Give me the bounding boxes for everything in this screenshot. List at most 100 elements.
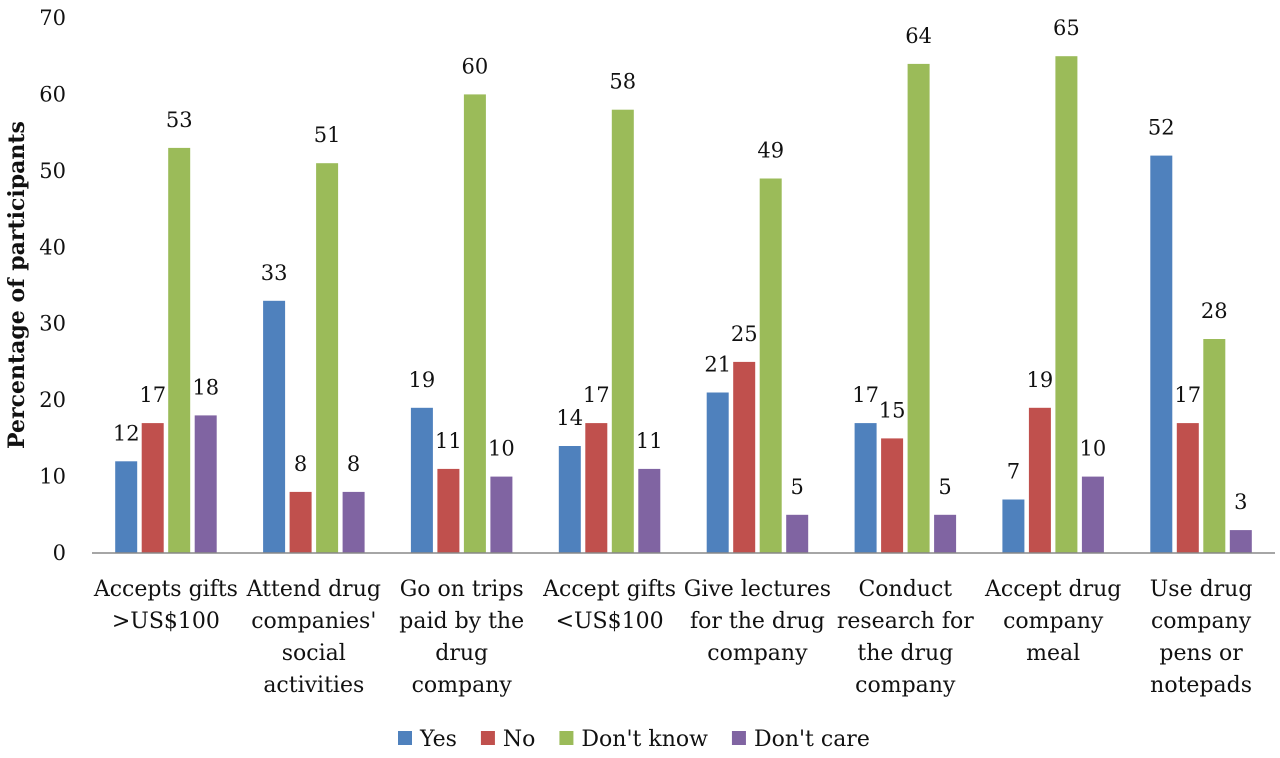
category-label: Use drug company pens or notepads bbox=[1150, 577, 1253, 698]
data-label: 18 bbox=[192, 375, 219, 399]
bar bbox=[263, 300, 286, 553]
data-label: 17 bbox=[1174, 383, 1201, 407]
legend-swatch bbox=[731, 731, 746, 745]
bar bbox=[1203, 339, 1226, 553]
y-tick-label: 10 bbox=[39, 465, 66, 489]
legend-label: Don't know bbox=[581, 727, 708, 752]
bar bbox=[786, 514, 809, 553]
y-tick-label: 0 bbox=[53, 541, 66, 565]
legend-label: No bbox=[503, 727, 536, 752]
data-label: 58 bbox=[609, 70, 636, 94]
category-label: Conduct research for the drug company bbox=[837, 577, 974, 698]
bar bbox=[490, 476, 513, 553]
data-label: 14 bbox=[556, 406, 583, 430]
data-label: 17 bbox=[852, 383, 879, 407]
bar bbox=[1002, 499, 1025, 553]
data-label: 52 bbox=[1148, 116, 1175, 140]
bar bbox=[585, 423, 608, 553]
data-label: 25 bbox=[731, 322, 758, 346]
bar bbox=[759, 178, 782, 553]
y-tick-label: 20 bbox=[39, 388, 66, 412]
category-label-line: Accept drug bbox=[984, 577, 1121, 602]
category-label-line: Accept gifts bbox=[542, 577, 676, 602]
legend-label: Yes bbox=[419, 727, 457, 752]
bar bbox=[289, 491, 312, 553]
category-label: Accept drug company meal bbox=[984, 577, 1121, 666]
data-label: 11 bbox=[636, 429, 663, 453]
legend-swatch bbox=[559, 731, 574, 745]
category-label-line: meal bbox=[1026, 641, 1080, 666]
bar bbox=[115, 461, 138, 553]
data-label: 28 bbox=[1201, 299, 1228, 323]
category-label: Attend drug companies' social activities bbox=[246, 577, 381, 698]
y-axis-title: Percentage of participants bbox=[4, 121, 30, 449]
data-label: 3 bbox=[1234, 490, 1247, 514]
bar bbox=[611, 109, 634, 553]
y-tick-label: 70 bbox=[39, 6, 66, 30]
category-label-line: for the drug bbox=[690, 609, 825, 634]
bar bbox=[907, 63, 930, 554]
bar bbox=[1028, 407, 1051, 553]
bar bbox=[410, 407, 433, 553]
data-label: 19 bbox=[409, 368, 436, 392]
bar bbox=[1081, 476, 1104, 553]
data-label: 21 bbox=[704, 353, 731, 377]
category-label-line: company bbox=[855, 673, 956, 698]
y-tick-label: 60 bbox=[39, 82, 66, 106]
bars bbox=[115, 56, 1252, 554]
category-label-line: drug bbox=[435, 641, 488, 666]
data-label: 12 bbox=[113, 421, 140, 445]
category-label-line: research for bbox=[837, 609, 974, 634]
category-labels: Accepts gifts >US$100 Attend drug companies… bbox=[93, 577, 1253, 698]
bar bbox=[881, 438, 904, 553]
category-label-line: companies' bbox=[251, 609, 376, 634]
bar bbox=[733, 361, 756, 553]
category-label-line: social bbox=[282, 641, 346, 666]
category-label-line: Give lectures bbox=[684, 577, 831, 602]
category-label-line: pens or bbox=[1159, 641, 1243, 666]
y-tick-label: 50 bbox=[39, 159, 66, 183]
y-tick-label: 40 bbox=[39, 235, 66, 259]
data-label: 10 bbox=[1080, 437, 1107, 461]
category-label-line: >US$100 bbox=[112, 609, 220, 634]
bar bbox=[1176, 423, 1199, 553]
data-label: 11 bbox=[435, 429, 462, 453]
data-labels: 1217531833851819116010141758112125495171… bbox=[113, 16, 1248, 514]
category-label: Give lectures for the drug company bbox=[684, 577, 831, 666]
bar bbox=[194, 415, 217, 553]
data-label: 33 bbox=[261, 261, 288, 285]
category-label: Go on trips paid by the drug company bbox=[399, 577, 524, 698]
y-axis-ticks: 0 10 20 30 40 50 60 70 bbox=[39, 6, 66, 565]
bar bbox=[1229, 530, 1252, 553]
bar bbox=[558, 446, 581, 553]
legend-label: Don't care bbox=[754, 727, 870, 752]
bar bbox=[463, 94, 486, 554]
category-label: Accept gifts <US$100 bbox=[542, 577, 676, 634]
legend: Yes No Don't know Don't care bbox=[398, 727, 870, 752]
data-label: 5 bbox=[938, 475, 951, 499]
data-label: 49 bbox=[757, 139, 784, 163]
data-label: 64 bbox=[905, 24, 932, 48]
data-label: 65 bbox=[1053, 16, 1080, 40]
category-label-line: Attend drug bbox=[246, 577, 381, 602]
category-label-line: the drug bbox=[857, 641, 953, 666]
data-label: 51 bbox=[314, 123, 341, 147]
bar bbox=[638, 468, 661, 553]
category-label-line: company bbox=[1003, 609, 1104, 634]
bar bbox=[1055, 56, 1078, 553]
category-label-line: Conduct bbox=[858, 577, 952, 602]
data-label: 10 bbox=[488, 437, 515, 461]
bar bbox=[1150, 155, 1173, 553]
category-label-line: Use drug bbox=[1150, 577, 1253, 602]
data-label: 17 bbox=[583, 383, 610, 407]
category-label-line: company bbox=[707, 641, 808, 666]
bar bbox=[934, 514, 957, 553]
category-label: Accepts gifts >US$100 bbox=[93, 577, 238, 634]
data-label: 7 bbox=[1007, 460, 1020, 484]
legend-swatch bbox=[398, 731, 412, 745]
category-label-line: activities bbox=[263, 673, 364, 698]
data-label: 8 bbox=[347, 452, 360, 476]
category-label-line: Go on trips bbox=[400, 577, 524, 602]
data-label: 53 bbox=[166, 108, 193, 132]
bar bbox=[316, 163, 339, 553]
